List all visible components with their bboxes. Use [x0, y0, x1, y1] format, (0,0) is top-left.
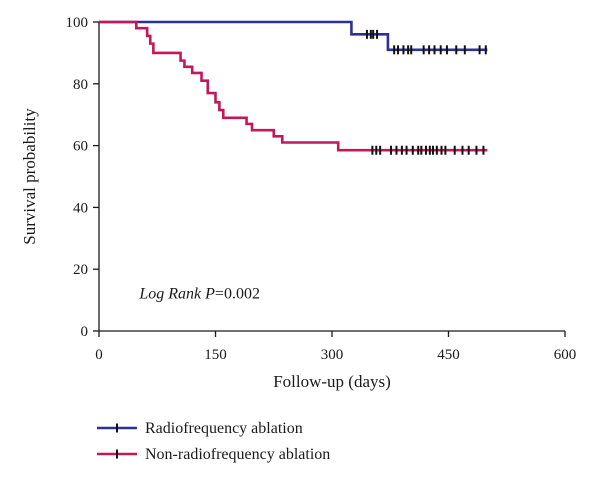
series-radiofrequency-ablation [99, 20, 488, 55]
survival-curve [99, 20, 488, 52]
series-layer [99, 20, 488, 155]
survival-curve [99, 20, 488, 152]
y-tick-label: 0 [81, 324, 89, 340]
legend-item: Radiofrequency ablation [97, 420, 303, 437]
x-ticks: 0 150 300 450 600 [95, 331, 576, 363]
x-axis-label: Follow-up (days) [273, 372, 391, 391]
x-tick-label: 150 [204, 347, 227, 363]
x-tick-label: 450 [437, 347, 460, 363]
series-non-radiofrequency-ablation [99, 20, 488, 155]
x-tick-label: 600 [554, 347, 577, 363]
y-axis-label: Survival probability [20, 108, 39, 245]
y-tick-label: 40 [73, 200, 88, 216]
log-rank-label: Log Rank P [138, 286, 215, 303]
y-tick-label: 100 [66, 15, 89, 31]
y-tick-label: 80 [73, 77, 88, 93]
legend-label: Non-radiofrequency ablation [145, 446, 330, 463]
legend: Radiofrequency ablation Non-radiofrequenc… [97, 420, 330, 463]
y-ticks: 0 20 40 60 80 100 [66, 15, 99, 340]
legend-label: Radiofrequency ablation [145, 420, 303, 437]
axes: 0 20 40 60 80 100 0 150 300 450 600 [66, 15, 577, 363]
x-tick-label: 300 [321, 347, 344, 363]
legend-item: Non-radiofrequency ablation [97, 446, 330, 463]
log-rank-annotation: Log Rank P=0.002 [138, 286, 260, 303]
x-tick-label: 0 [95, 347, 103, 363]
log-rank-value: =0.002 [215, 286, 260, 303]
y-tick-label: 20 [73, 262, 88, 278]
y-tick-label: 60 [73, 139, 88, 155]
